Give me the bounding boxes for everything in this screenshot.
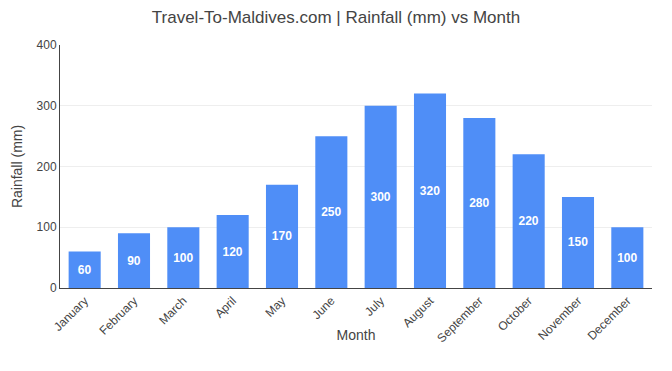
svg-text:90: 90 [127, 254, 141, 268]
svg-text:Travel-To-Maldives.com | Rainf: Travel-To-Maldives.com | Rainfall (mm) v… [152, 8, 520, 27]
svg-text:100: 100 [173, 251, 193, 265]
svg-text:January: January [51, 294, 91, 334]
svg-text:200: 200 [37, 160, 57, 174]
svg-text:0: 0 [50, 281, 57, 295]
svg-text:November: November [535, 294, 584, 343]
svg-text:May: May [262, 294, 288, 320]
svg-text:100: 100 [37, 220, 57, 234]
svg-text:April: April [212, 294, 239, 321]
svg-text:220: 220 [518, 214, 538, 228]
svg-text:400: 400 [37, 38, 57, 52]
svg-text:July: July [362, 294, 387, 319]
svg-text:280: 280 [469, 196, 489, 210]
svg-text:August: August [400, 293, 437, 330]
svg-text:October: October [495, 294, 535, 334]
svg-text:December: December [585, 294, 634, 343]
svg-text:Rainfall (mm): Rainfall (mm) [9, 125, 25, 208]
svg-text:February: February [97, 294, 141, 338]
svg-text:150: 150 [568, 235, 588, 249]
svg-text:100: 100 [617, 251, 637, 265]
svg-text:250: 250 [321, 205, 341, 219]
svg-text:September: September [434, 294, 485, 345]
svg-text:March: March [156, 294, 189, 327]
svg-text:60: 60 [78, 263, 92, 277]
svg-text:320: 320 [420, 184, 440, 198]
svg-text:Month: Month [337, 327, 376, 343]
svg-text:June: June [309, 294, 338, 323]
svg-text:300: 300 [37, 99, 57, 113]
svg-text:170: 170 [272, 229, 292, 243]
svg-text:300: 300 [370, 190, 390, 204]
svg-text:120: 120 [222, 245, 242, 259]
